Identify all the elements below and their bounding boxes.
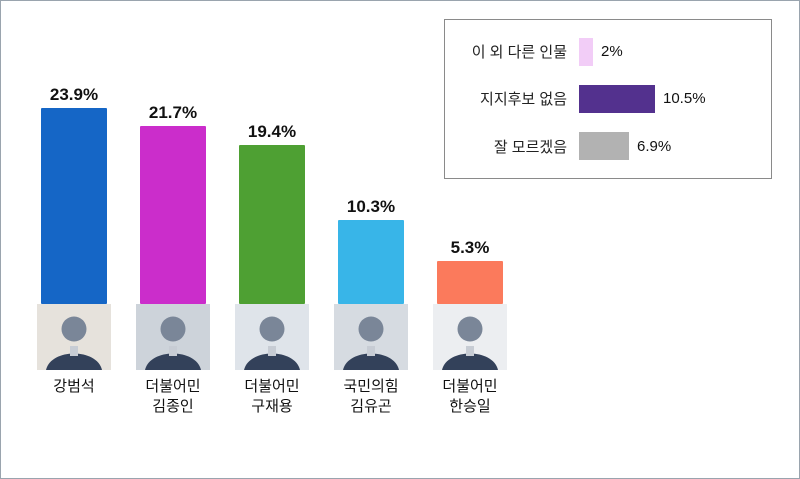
bar-value-label: 21.7%	[148, 103, 198, 122]
candidate-bar	[437, 261, 503, 304]
legend-swatch	[579, 132, 629, 161]
candidate-name-line: 구재용	[251, 397, 293, 415]
candidate-photo	[37, 304, 111, 370]
candidate-name: 강범석	[53, 370, 94, 433]
candidate-name-line: 더불어민	[145, 378, 201, 395]
legend-row: 지지후보 없음 10.5%	[455, 79, 761, 119]
candidate-photo	[235, 304, 309, 370]
candidate-bar	[41, 108, 107, 304]
bar-value-label: 5.3%	[450, 238, 490, 257]
legend-label: 지지후보 없음	[480, 91, 567, 109]
candidate-bar	[140, 126, 206, 304]
legend-value: 10.5%	[663, 90, 706, 108]
legend-label: 이 외 다른 인물	[471, 44, 567, 62]
candidate-name-line: 한승일	[449, 397, 491, 415]
legend-label: 잘 모르겠음	[493, 138, 567, 156]
bar-value-label: 23.9%	[49, 85, 99, 104]
legend-box: 이 외 다른 인물 2% 지지후보 없음 10.5% 잘 모르겠음 6.9%	[444, 19, 772, 179]
legend-swatch	[579, 37, 593, 66]
candidate-name-line: 더불어민	[244, 378, 300, 395]
bar-value-label: 19.4%	[247, 122, 297, 141]
candidate-name-line: 김종인	[152, 397, 194, 415]
candidate-name-line: 국민의힘	[343, 378, 399, 395]
legend-row: 잘 모르겠음 6.9%	[455, 126, 761, 166]
legend-row: 이 외 다른 인물 2%	[455, 32, 761, 72]
legend-swatch	[579, 84, 655, 113]
person-silhouette-icon	[235, 304, 309, 370]
legend-value: 2%	[601, 43, 623, 61]
candidate-name-line: 더불어민	[442, 378, 498, 395]
candidate-photo	[433, 304, 507, 370]
person-silhouette-icon	[433, 304, 507, 370]
person-silhouette-icon	[334, 304, 408, 370]
bar-value-label: 10.3%	[346, 197, 396, 216]
candidate-name-line: 김유곤	[350, 397, 392, 415]
person-silhouette-icon	[136, 304, 210, 370]
person-silhouette-icon	[37, 304, 111, 370]
candidate-bar	[239, 145, 305, 304]
candidate-bar	[338, 220, 404, 304]
candidate-column: 23.9% 강범석	[37, 83, 111, 433]
candidate-name-line: 강범석	[53, 378, 95, 395]
legend-value: 6.9%	[637, 137, 672, 155]
candidate-photo	[334, 304, 408, 370]
candidate-photo	[136, 304, 210, 370]
